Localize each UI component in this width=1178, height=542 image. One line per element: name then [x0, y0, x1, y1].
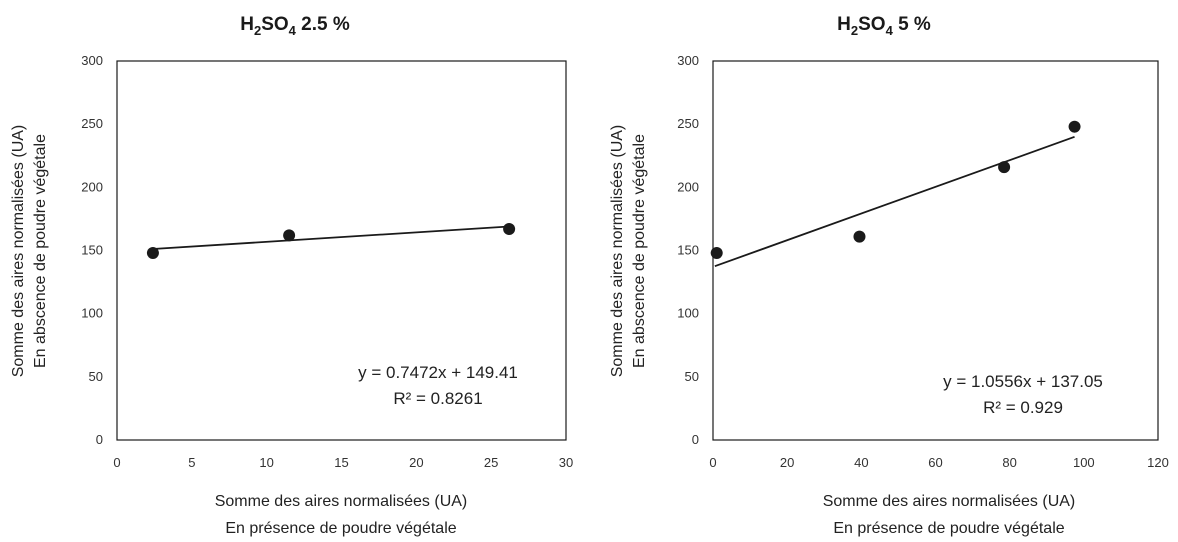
x-tick-label: 60 — [928, 455, 942, 470]
y-tick-label: 0 — [96, 432, 103, 447]
x-tick-label: 25 — [484, 455, 498, 470]
plot-frame — [116, 60, 567, 441]
x-tick-label: 5 — [188, 455, 195, 470]
trendline — [714, 135, 1075, 268]
y-tick-label: 150 — [81, 243, 103, 258]
regression-equation: y = 0.7472x + 149.41 — [358, 363, 518, 382]
y-tick-label: 150 — [677, 243, 699, 258]
x-tick-label: 120 — [1147, 455, 1169, 470]
x-tick-label: 40 — [854, 455, 868, 470]
x-tick-label: 20 — [409, 455, 423, 470]
chart-title: H2SO4 5 % — [837, 14, 931, 38]
x-tick-label: 0 — [709, 455, 716, 470]
x-tick-label: 80 — [1002, 455, 1016, 470]
y-tick-label: 200 — [677, 179, 699, 194]
y-tick-label: 200 — [81, 179, 103, 194]
y-tick-label: 250 — [677, 116, 699, 131]
data-point — [283, 229, 296, 242]
x-tick-label: 0 — [113, 455, 120, 470]
chart-svg: 0 50 100 150 200 250 300 0 5 10 15 20 25 30 y = 0.7472… — [81, 53, 573, 470]
y-axis-label: Somme des aires normalisées (UA) En absc… — [609, 124, 648, 378]
trendline — [152, 225, 510, 250]
y-tick-label: 50 — [685, 369, 699, 384]
y-tick-label: 250 — [81, 116, 103, 131]
r-squared: R² = 0.8261 — [393, 389, 482, 408]
x-tick-label: 30 — [559, 455, 573, 470]
x-tick-label: 20 — [780, 455, 794, 470]
y-tick-label: 100 — [81, 306, 103, 321]
x-tick-label: 100 — [1073, 455, 1095, 470]
x-tick-label: 15 — [334, 455, 348, 470]
y-tick-label: 50 — [89, 369, 103, 384]
y-tick-label: 300 — [677, 53, 699, 68]
y-axis-label: Somme des aires normalisées (UA) En absc… — [10, 124, 49, 378]
x-axis-label: Somme des aires normalisées (UA) En prés… — [214, 493, 468, 537]
chart-title: H2SO4 2.5 % — [240, 14, 350, 38]
x-axis-label: Somme des aires normalisées (UA) En prés… — [822, 493, 1076, 537]
data-point — [853, 230, 866, 243]
data-point — [503, 223, 516, 236]
chart-panel-h2so4-2-5: H2SO4 2.5 % 0 50 100 150 200 250 300 0 5 10 15 20 25… — [10, 14, 573, 537]
y-tick-label: 300 — [81, 53, 103, 68]
y-tick-label: 0 — [692, 432, 699, 447]
x-tick-label: 10 — [259, 455, 273, 470]
chart-svg: 0 50 100 150 200 250 300 0 20 40 60 80 100 120 y = 1.0… — [677, 53, 1169, 470]
regression-equation: y = 1.0556x + 137.05 — [943, 372, 1103, 391]
y-tick-label: 100 — [677, 306, 699, 321]
data-point — [146, 247, 159, 260]
data-point — [998, 161, 1011, 174]
data-point — [710, 247, 723, 260]
r-squared: R² = 0.929 — [983, 398, 1063, 417]
chart-panel-h2so4-5: H2SO4 5 % 0 50 100 150 200 250 300 0 20 40 60 80 100… — [590, 0, 1178, 542]
data-point — [1068, 120, 1081, 133]
